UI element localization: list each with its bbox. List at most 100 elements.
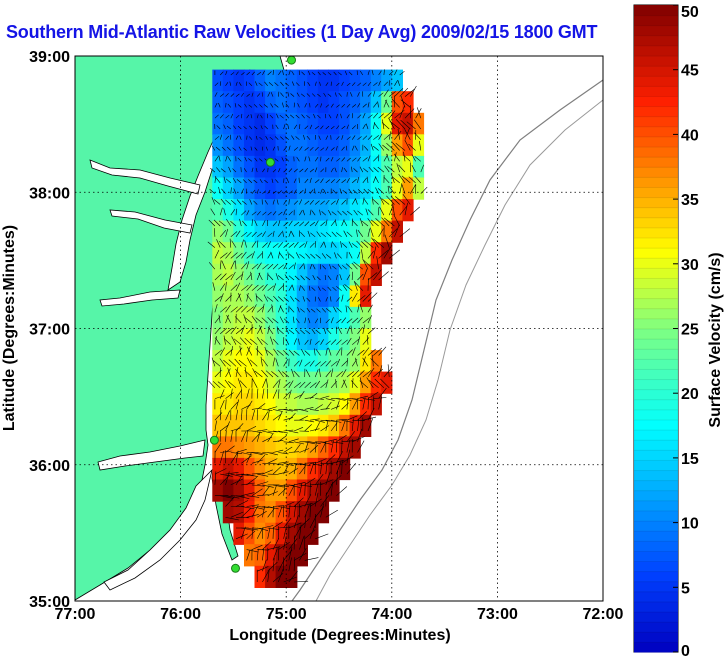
colorbar-band [633,469,679,482]
velocity-vector [225,178,231,184]
velocity-vector [336,253,342,259]
colorbar-band [633,247,679,259]
velocity-vector [336,440,338,453]
velocity-vector [303,134,305,140]
velocity-vector [214,249,220,259]
velocity-vector [235,81,238,86]
colorbar-tick-label: 25 [681,322,699,339]
velocity-vector [304,397,314,399]
velocity-vector [299,524,302,539]
velocity-vector [257,71,262,76]
colorbar-band [633,459,679,472]
velocity-vector [336,178,341,184]
velocity-cell [349,306,361,330]
velocity-cell [265,522,277,545]
velocity-vector [330,317,334,324]
velocity-vector [357,103,361,108]
velocity-vector [384,234,390,248]
velocity-vector [288,145,291,151]
velocity-cell [286,134,298,157]
velocity-vector [309,168,314,173]
velocity-vector [304,419,315,423]
velocity-cell [275,177,287,200]
velocity-vector [381,198,390,205]
velocity-vector [293,370,300,378]
velocity-vector [235,260,237,270]
velocity-cell [317,263,330,286]
velocity-vector [262,469,273,475]
velocity-cell [254,285,266,308]
velocity-vector [374,378,385,389]
velocity-cell [212,285,224,308]
velocity-cell [307,350,319,373]
velocity-vector [362,337,370,345]
velocity-vector [251,71,256,76]
velocity-vector [391,98,400,108]
velocity-vector [283,484,285,496]
velocity-vector [260,125,263,130]
velocity-vector [288,70,291,76]
velocity-vector [321,308,327,313]
velocity-vector [214,336,217,345]
velocity-vector [309,263,313,270]
velocity-cell [265,285,277,308]
velocity-vector [254,147,258,151]
velocity-vector [291,70,295,76]
hf-radar-station [209,435,219,445]
velocity-vector [288,190,293,194]
velocity-cell [275,393,287,416]
velocity-vector [352,104,357,108]
velocity-vector [225,314,229,324]
velocity-vector [282,70,284,76]
velocity-vector [387,185,390,194]
velocity-vector [333,71,337,76]
velocity-vector [246,388,250,399]
velocity-vector [309,221,316,227]
velocity-vector [230,187,232,194]
velocity-cell [381,112,393,135]
velocity-cell [275,565,287,588]
velocity-vector [246,346,251,356]
map-title: Southern Mid-Atlantic Raw Velocities (1 … [6,22,598,42]
velocity-cell [296,393,308,416]
velocity-cell [360,371,372,394]
albemarle-sound [97,439,206,471]
velocity-vector [408,176,416,184]
velocity-vector [216,239,221,248]
velocity-cell [286,565,298,588]
velocity-cell [370,242,382,265]
velocity-cell [296,69,308,92]
velocity-cell [212,393,224,416]
velocity-vector [256,114,259,119]
velocity-vector [210,167,216,173]
velocity-vector [296,156,300,162]
velocity-vector [388,228,398,238]
velocity-vector [390,196,400,205]
velocity-vector [262,220,266,227]
velocity-cell [265,69,277,92]
velocity-vector [351,399,358,410]
x-axis-label: Longitude (Degrees:Minutes) [229,627,450,644]
velocity-vector [341,179,347,184]
velocity-vector [373,368,383,378]
velocity-vector [237,104,242,108]
velocity-vector [408,143,416,151]
colorbar-tick-label: 45 [681,63,699,80]
velocity-vector [255,293,258,302]
velocity-cell [265,414,277,437]
velocity-vector [262,358,268,367]
velocity-vector [330,125,335,130]
velocity-vector [274,136,279,140]
velocity-vector [395,196,406,205]
velocity-vector [272,69,274,76]
velocity-vector [244,370,253,378]
colorbar-band [633,550,679,563]
velocity-vector [259,104,263,108]
velocity-vector [404,108,415,119]
velocity-vector [362,397,366,410]
velocity-vector [264,179,268,184]
velocity-vector [330,103,334,108]
velocity-vector [288,409,298,412]
velocity-vector [336,274,338,281]
velocity-vector [257,566,269,572]
